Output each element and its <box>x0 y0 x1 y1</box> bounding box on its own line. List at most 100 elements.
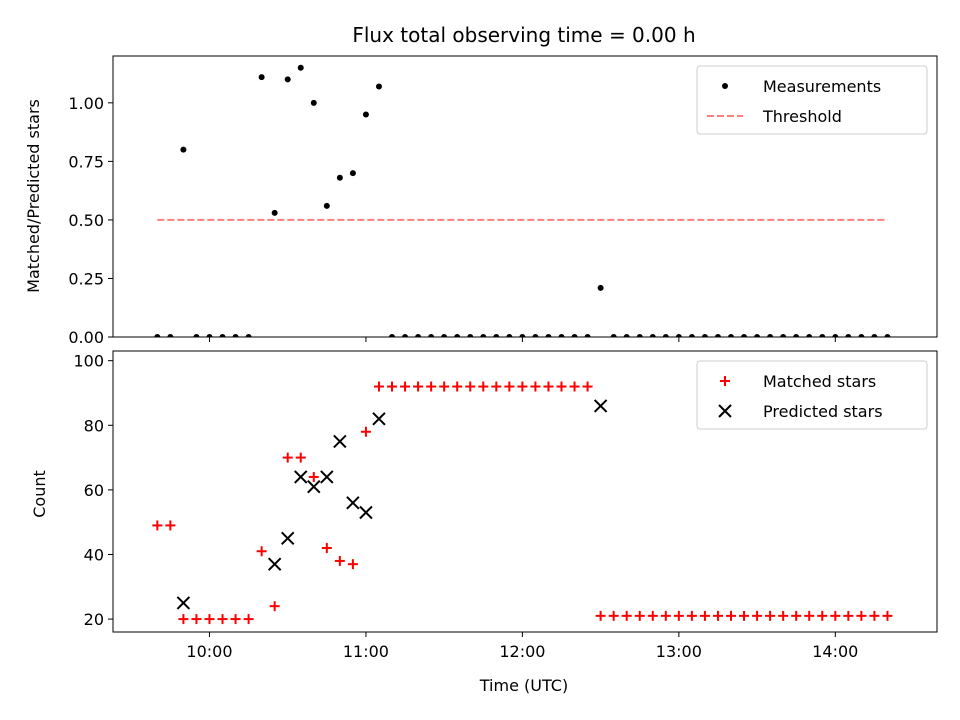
matched-stars-point <box>413 381 424 392</box>
matched-stars-point <box>269 601 280 612</box>
matched-stars-point <box>869 610 880 621</box>
predicted-stars-point <box>593 399 608 413</box>
measurements-point <box>832 334 839 337</box>
measurements-point <box>597 284 604 291</box>
measurements-point <box>714 334 721 337</box>
matched-stars-point <box>530 381 541 392</box>
top-chart-title: Flux total observing time = 0.00 h <box>352 23 695 47</box>
measurements-point <box>649 334 656 337</box>
measurements-point <box>571 334 578 337</box>
measurements-point <box>219 334 226 337</box>
bottom-y-tick-label: 40 <box>84 545 104 564</box>
matched-stars-point <box>282 452 293 463</box>
measurements-point <box>884 334 891 337</box>
bottom-y-axis-label: Count <box>30 470 49 518</box>
measurements-point <box>258 74 265 81</box>
matched-stars-point <box>426 381 437 392</box>
matched-stars-point <box>660 610 671 621</box>
measurements-point <box>297 64 304 71</box>
matched-stars-point <box>517 381 528 392</box>
measurements-point <box>349 170 356 177</box>
measurements-point <box>819 334 826 337</box>
matched-stars-point <box>739 610 750 621</box>
measurements-point <box>558 334 565 337</box>
predicted-stars-point <box>346 496 360 510</box>
bottom-y-tick-label: 80 <box>84 416 104 435</box>
measurements-point <box>506 334 513 337</box>
matched-stars-point <box>452 381 463 392</box>
measurements-point <box>858 334 865 337</box>
matched-stars-point <box>804 610 815 621</box>
measurements-point <box>780 334 787 337</box>
measurements-point <box>793 334 800 337</box>
bottom-x-tick-label: 11:00 <box>343 642 389 661</box>
measurements-point <box>336 174 343 181</box>
matched-stars-point <box>791 610 802 621</box>
predicted-stars-legend-label: Predicted stars <box>763 402 883 421</box>
matched-stars-point <box>608 610 619 621</box>
measurements-point <box>167 334 174 337</box>
matched-stars-point <box>595 610 606 621</box>
matched-stars-point <box>752 610 763 621</box>
matched-stars-legend-swatch <box>720 376 730 386</box>
measurements-point <box>741 334 748 337</box>
measurements-point <box>180 146 187 153</box>
matched-stars-point <box>634 610 645 621</box>
measurements-point <box>428 334 435 337</box>
matched-stars-point <box>360 426 371 437</box>
matched-stars-point <box>856 610 867 621</box>
measurements-point <box>454 334 461 337</box>
measurements-point <box>532 334 539 337</box>
bottom-x-tick-label: 10:00 <box>186 642 232 661</box>
matched-stars-point <box>478 381 489 392</box>
matched-stars-point <box>647 610 658 621</box>
matched-stars-point <box>400 381 411 392</box>
measurements-point <box>493 334 500 337</box>
top-legend: Measurements Threshold <box>696 65 928 135</box>
measurements-point <box>636 334 643 337</box>
measurements-legend-label: Measurements <box>763 77 881 96</box>
measurements-point <box>584 334 591 337</box>
measurements-point <box>415 334 422 337</box>
matched-stars-point <box>347 559 358 570</box>
predicted-stars-legend-swatch <box>718 404 732 418</box>
matched-stars-point <box>256 546 267 557</box>
matched-stars-point <box>699 610 710 621</box>
matched-stars-point <box>308 471 319 482</box>
bottom-y-tick-label: 100 <box>73 352 104 371</box>
bottom-x-tick-label: 13:00 <box>656 642 702 661</box>
measurements-point <box>767 334 774 337</box>
matched-stars-point <box>712 610 723 621</box>
matched-stars-point <box>543 381 554 392</box>
top-y-tick-label: 0.75 <box>68 152 104 171</box>
measurements-point <box>467 334 474 337</box>
bottom-plot-area: 20 40 60 80 100 10:00 11:00 12:00 13:00 14:00 Matc… <box>73 350 938 661</box>
matched-stars-point <box>491 381 502 392</box>
matched-stars-point <box>673 610 684 621</box>
top-y-tick-label: 1.00 <box>68 94 104 113</box>
top-legend-box <box>696 65 928 135</box>
measurements-point <box>701 334 708 337</box>
threshold-legend-label: Threshold <box>762 107 842 126</box>
predicted-stars-point <box>320 470 334 484</box>
bottom-x-tick-label: 14:00 <box>812 642 858 661</box>
top-series-layer <box>154 64 891 337</box>
measurements-point <box>284 76 291 83</box>
matched-stars-point <box>321 543 332 554</box>
measurements-point <box>154 334 161 337</box>
matched-stars-point <box>191 614 202 625</box>
bottom-series-layer <box>152 381 893 625</box>
matched-stars-point <box>778 610 789 621</box>
predicted-stars-point <box>359 505 373 520</box>
matched-stars-point <box>373 381 384 392</box>
matched-stars-point <box>621 610 632 621</box>
measurements-point <box>728 334 734 337</box>
measurements-point <box>375 83 382 90</box>
matched-stars-point <box>817 610 828 621</box>
measurements-point <box>662 334 669 337</box>
matched-stars-legend-label: Matched stars <box>763 372 876 391</box>
top-plot-area: 0.00 0.25 0.50 0.75 1.00 Measurements Threshol… <box>68 55 938 347</box>
matched-stars-point <box>765 610 776 621</box>
predicted-stars-point <box>176 596 191 610</box>
matched-stars-point <box>582 381 593 392</box>
